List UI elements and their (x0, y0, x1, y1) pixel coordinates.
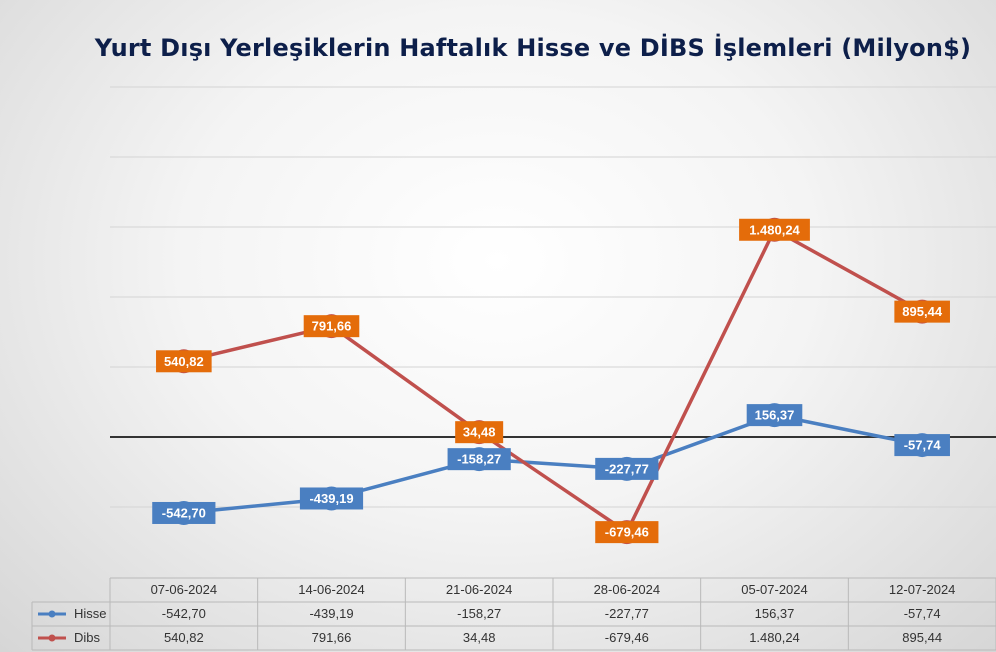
data-label-box (299, 487, 364, 510)
table-value-cell: 791,66 (312, 630, 352, 645)
data-label-text: 540,82 (164, 354, 204, 369)
data-label-hisse: -439,19 (299, 487, 364, 510)
gridlines (110, 86, 996, 508)
table-header-cell: 21-06-2024 (446, 582, 513, 597)
data-label-text: -227,77 (605, 461, 649, 476)
data-label-hisse: -542,70 (152, 501, 216, 524)
legend-series-name: Dibs (74, 630, 101, 645)
data-label-hisse: -57,74 (894, 434, 950, 457)
data-label-hisse: -227,77 (595, 457, 659, 480)
data-labels: -542,70 -439,19 -158,27 -227,77 156,37 -57,74… (152, 218, 950, 544)
data-label-text: 791,66 (312, 319, 352, 334)
table-header-cell: 12-07-2024 (889, 582, 956, 597)
table-value-cell: -542,70 (162, 606, 206, 621)
data-label-box (739, 218, 810, 241)
data-label-dibs: -679,46 (595, 521, 659, 544)
data-label-dibs: 540,82 (156, 350, 212, 373)
table-value-cell: -227,77 (605, 606, 649, 621)
data-label-text: -57,74 (904, 438, 942, 453)
data-label-hisse: -158,27 (447, 448, 511, 471)
table-value-cell: -57,74 (904, 606, 941, 621)
data-label-box (447, 448, 511, 471)
table-value-cell: -158,27 (457, 606, 501, 621)
data-label-text: -439,19 (309, 491, 353, 506)
table-header-cell: 05-07-2024 (741, 582, 808, 597)
data-label-text: 895,44 (902, 304, 943, 319)
table-value-cell: 895,44 (902, 630, 942, 645)
table-value-cell: 34,48 (463, 630, 496, 645)
data-label-dibs: 1.480,24 (739, 218, 810, 241)
table-header-cell: 28-06-2024 (594, 582, 661, 597)
data-label-box (894, 300, 950, 323)
table-value-cell: 156,37 (755, 606, 795, 621)
chart-title: Yurt Dışı Yerleşiklerin Haftalık Hisse v… (94, 34, 972, 62)
data-label-box (156, 350, 212, 373)
data-label-box (894, 434, 950, 457)
legend-key-marker (48, 634, 56, 642)
data-label-hisse: 156,37 (746, 404, 803, 427)
table-value-cell: 540,82 (164, 630, 204, 645)
data-label-text: -158,27 (457, 452, 501, 467)
data-label-text: -679,46 (605, 525, 649, 540)
table-header-cell: 14-06-2024 (298, 582, 365, 597)
data-points (171, 217, 935, 545)
data-label-box (746, 404, 803, 427)
data-label-box (595, 457, 659, 480)
series-line-dibs (183, 228, 924, 534)
data-label-box (455, 421, 504, 444)
table-value-cell: -439,19 (309, 606, 353, 621)
table-value-cell: -679,46 (605, 630, 649, 645)
data-label-text: 156,37 (755, 408, 795, 423)
data-label-box (152, 501, 216, 524)
data-table: 07-06-2024 14-06-2024 21-06-2024 28-06-2024… (31, 577, 996, 651)
legend-series-name: Hisse (74, 606, 107, 621)
table-value-cell: 1.480,24 (749, 630, 800, 645)
data-label-text: 34,48 (463, 425, 496, 440)
table-header-cell: 07-06-2024 (151, 582, 218, 597)
data-label-text: 1.480,24 (749, 222, 800, 237)
data-label-box (595, 521, 659, 544)
data-label-box (303, 315, 360, 338)
data-label-text: -542,70 (162, 505, 206, 520)
legend-key-marker (48, 610, 56, 618)
data-label-dibs: 791,66 (303, 315, 360, 338)
series-line-hisse (183, 413, 923, 515)
data-label-dibs: 34,48 (455, 421, 504, 444)
data-label-dibs: 895,44 (894, 300, 950, 323)
series-lines (183, 228, 924, 534)
